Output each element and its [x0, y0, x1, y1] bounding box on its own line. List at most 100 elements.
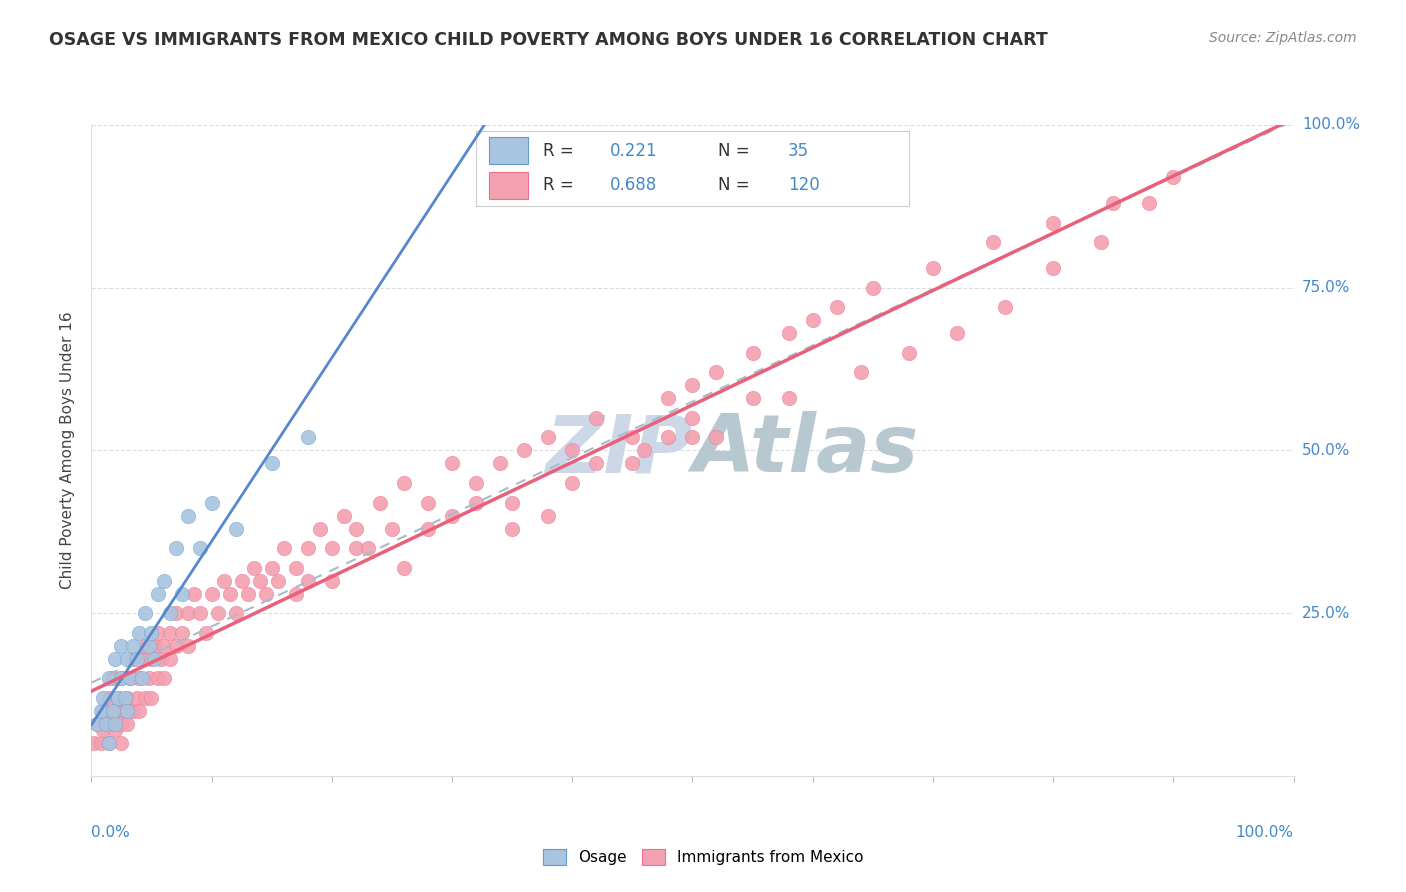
- Point: [465, 476, 488, 491]
- Point: [110, 671, 132, 685]
- Point: [236, 587, 259, 601]
- Point: [465, 495, 488, 509]
- Point: [561, 476, 583, 491]
- Point: [254, 587, 277, 601]
- Point: [93, 723, 115, 738]
- Point: [585, 410, 607, 425]
- Point: [681, 430, 703, 444]
- Point: [104, 652, 127, 666]
- Text: Source: ZipAtlas.com: Source: ZipAtlas.com: [1209, 31, 1357, 45]
- Point: [150, 652, 173, 666]
- Point: [122, 639, 145, 653]
- Point: [231, 574, 253, 588]
- Point: [621, 430, 644, 444]
- Point: [273, 541, 295, 555]
- Point: [537, 508, 560, 523]
- Point: [152, 574, 174, 588]
- Point: [416, 522, 439, 536]
- Point: [183, 587, 205, 601]
- Point: [117, 704, 139, 718]
- Point: [501, 522, 523, 536]
- Point: [297, 541, 319, 555]
- Point: [176, 607, 198, 621]
- Point: [141, 690, 163, 705]
- Point: [110, 717, 132, 731]
- Point: [368, 495, 391, 509]
- Point: [114, 690, 136, 705]
- Point: [141, 652, 163, 666]
- Point: [537, 430, 560, 444]
- Point: [98, 737, 121, 751]
- Point: [93, 690, 115, 705]
- Point: [778, 326, 800, 341]
- Point: [381, 522, 404, 536]
- Point: [357, 541, 380, 555]
- Point: [146, 625, 169, 640]
- Point: [681, 410, 703, 425]
- Point: [142, 639, 165, 653]
- Point: [114, 704, 136, 718]
- Point: [344, 541, 367, 555]
- Point: [994, 300, 1017, 314]
- Point: [681, 378, 703, 392]
- Point: [138, 639, 160, 653]
- Point: [125, 652, 148, 666]
- Point: [125, 690, 148, 705]
- Point: [165, 541, 187, 555]
- Point: [131, 671, 153, 685]
- Text: Atlas: Atlas: [692, 411, 918, 490]
- Point: [308, 522, 330, 536]
- Point: [706, 365, 728, 379]
- Point: [98, 737, 121, 751]
- Point: [489, 457, 512, 471]
- Point: [1042, 261, 1064, 276]
- Point: [344, 522, 367, 536]
- Point: [333, 508, 356, 523]
- Point: [946, 326, 969, 341]
- Point: [110, 671, 132, 685]
- Text: 50.0%: 50.0%: [1302, 443, 1350, 458]
- Point: [104, 704, 127, 718]
- Point: [159, 625, 181, 640]
- Point: [118, 671, 141, 685]
- Point: [122, 704, 145, 718]
- Point: [122, 652, 145, 666]
- Point: [741, 392, 763, 406]
- Point: [392, 560, 415, 574]
- Point: [110, 737, 132, 751]
- Point: [107, 690, 129, 705]
- Point: [128, 625, 150, 640]
- Point: [778, 392, 800, 406]
- Point: [159, 607, 181, 621]
- Point: [141, 625, 163, 640]
- Point: [101, 717, 124, 731]
- Point: [118, 671, 141, 685]
- Point: [440, 508, 463, 523]
- Point: [297, 430, 319, 444]
- Point: [218, 587, 240, 601]
- Point: [188, 607, 211, 621]
- Point: [86, 717, 108, 731]
- Point: [284, 560, 307, 574]
- Point: [242, 560, 264, 574]
- Point: [297, 574, 319, 588]
- Point: [392, 476, 415, 491]
- Text: OSAGE VS IMMIGRANTS FROM MEXICO CHILD POVERTY AMONG BOYS UNDER 16 CORRELATION CH: OSAGE VS IMMIGRANTS FROM MEXICO CHILD PO…: [49, 31, 1047, 49]
- Point: [825, 300, 848, 314]
- Point: [117, 690, 139, 705]
- Point: [657, 430, 679, 444]
- Point: [93, 704, 115, 718]
- Point: [225, 522, 247, 536]
- Text: 0.0%: 0.0%: [91, 825, 131, 840]
- Point: [94, 717, 117, 731]
- Point: [1161, 169, 1184, 184]
- Point: [101, 671, 124, 685]
- Point: [104, 717, 127, 731]
- Point: [862, 280, 884, 294]
- Point: [212, 574, 235, 588]
- Point: [165, 607, 187, 621]
- Point: [134, 639, 156, 653]
- Point: [207, 607, 229, 621]
- Point: [86, 717, 108, 731]
- Point: [138, 671, 160, 685]
